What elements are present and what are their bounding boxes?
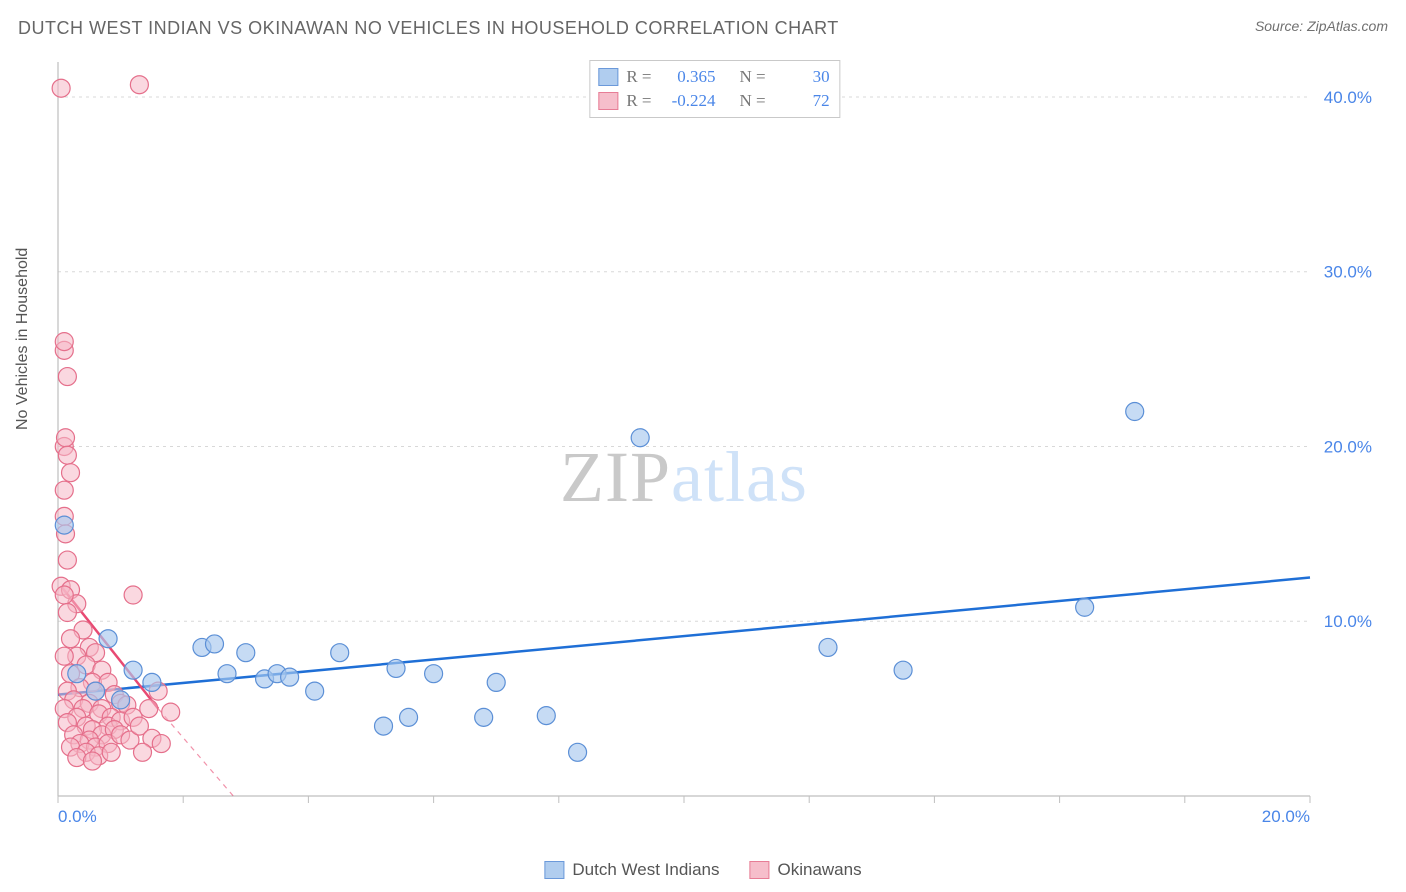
svg-text:10.0%: 10.0%: [1324, 612, 1372, 631]
swatch-series2: [598, 92, 618, 110]
source-attribution: Source: ZipAtlas.com: [1255, 18, 1388, 34]
n-value-2: 72: [774, 89, 830, 113]
series-legend: Dutch West Indians Okinawans: [544, 860, 861, 880]
n-label-1: N =: [740, 65, 766, 89]
legend-item-series1: Dutch West Indians: [544, 860, 719, 880]
r-label-2: R =: [626, 89, 651, 113]
n-value-1: 30: [774, 65, 830, 89]
r-value-2: -0.224: [660, 89, 716, 113]
legend-swatch-series2: [749, 861, 769, 879]
legend-swatch-series1: [544, 861, 564, 879]
n-label-2: N =: [740, 89, 766, 113]
source-name: ZipAtlas.com: [1307, 18, 1388, 34]
swatch-series1: [598, 68, 618, 86]
stats-row-series1: R = 0.365 N = 30: [598, 65, 829, 89]
svg-text:30.0%: 30.0%: [1324, 263, 1372, 282]
svg-text:0.0%: 0.0%: [58, 807, 97, 826]
legend-label-series2: Okinawans: [777, 860, 861, 880]
scatter-plot: 0.0%20.0%10.0%20.0%30.0%40.0% ZIPatlas R…: [50, 56, 1380, 836]
y-axis-label: No Vehicles in Household: [14, 248, 32, 430]
source-prefix: Source:: [1255, 18, 1307, 34]
r-value-1: 0.365: [660, 65, 716, 89]
svg-text:20.0%: 20.0%: [1324, 437, 1372, 456]
svg-text:40.0%: 40.0%: [1324, 88, 1372, 107]
chart-title: DUTCH WEST INDIAN VS OKINAWAN NO VEHICLE…: [18, 18, 839, 39]
r-label-1: R =: [626, 65, 651, 89]
svg-text:20.0%: 20.0%: [1262, 807, 1310, 826]
stats-legend: R = 0.365 N = 30 R = -0.224 N = 72: [589, 60, 840, 118]
stats-row-series2: R = -0.224 N = 72: [598, 89, 829, 113]
chart-canvas: 0.0% 20.0% 10.0% 20.0% 30.0% 40.0%: [50, 56, 1380, 836]
legend-label-series1: Dutch West Indians: [572, 860, 719, 880]
legend-item-series2: Okinawans: [749, 860, 861, 880]
